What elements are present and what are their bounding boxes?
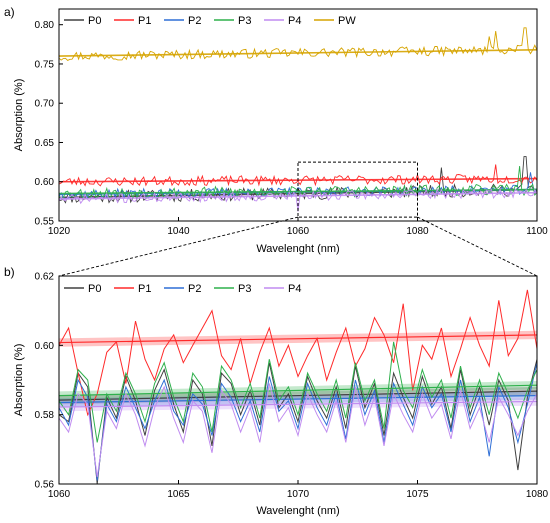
panel-b-trend-p4 <box>59 400 537 408</box>
panel-a-x-tick-label-1: 1040 <box>167 226 190 237</box>
panel-a-legend: P0 P1 P2 P3 P4 PW <box>64 15 356 27</box>
panel-a-ticks: 1020 1040 1060 1080 1100 0.55 0.60 0.65 0.70 0.75… <box>35 20 549 237</box>
panel-a-y-tick-label-5: 0.80 <box>35 20 55 31</box>
panel-a-legend-label-p1: P1 <box>138 15 151 27</box>
panel-b-y-tick-label-3: 0.62 <box>35 272 55 283</box>
panel-b-x-axis-title: Wavelenght (nm) <box>256 505 339 517</box>
panel-b-x-tick-label-2: 1070 <box>287 489 310 500</box>
panel-b-legend-label-p2: P2 <box>188 283 201 295</box>
panel-a-trend-p3 <box>59 188 537 195</box>
panel-b-y-tick-label-0: 0.56 <box>35 480 55 491</box>
panel-b-series-p3 <box>59 341 537 443</box>
panel-b-x-tick-label-3: 1075 <box>406 489 429 500</box>
panel-a-y-tick-label-3: 0.70 <box>35 99 55 110</box>
panel-b-trend-p1 <box>59 334 537 344</box>
panel-a-legend-label-p4: P4 <box>288 15 301 27</box>
panel-b-ticks: 1060 1065 1070 1075 1080 0.56 0.58 0.60 0.62 <box>35 272 549 501</box>
panel-b-series-layer <box>59 289 537 484</box>
panel-a-series-p1 <box>59 164 537 187</box>
panel-a-legend-label-p0: P0 <box>88 15 101 27</box>
panel-b-legend-label-p3: P3 <box>238 283 251 295</box>
panel-b-x-tick-label-1: 1065 <box>167 489 190 500</box>
panel-b-label: b) <box>4 265 15 279</box>
panel-b-y-tick-label-1: 0.58 <box>35 410 55 421</box>
panel-a-x-axis-title: Wavelenght (nm) <box>256 243 339 255</box>
panel-a-x-tick-label-0: 1020 <box>48 226 71 237</box>
panel-a-x-tick-label-4: 1100 <box>526 226 548 237</box>
zoom-connector-right <box>417 216 538 277</box>
panel-a-x-tick-label-2: 1060 <box>287 226 310 237</box>
panel-a-legend-label-pw: PW <box>338 15 356 27</box>
panel-b-trend-p0 <box>59 390 537 401</box>
panel-a-y-tick-label-0: 0.55 <box>35 217 55 228</box>
panel-a-x-tick-label-3: 1080 <box>406 226 429 237</box>
panel-b-y-axis-title: Absorption (%) <box>13 344 25 417</box>
zoom-connector-left <box>58 216 299 277</box>
panel-a-y-tick-label-2: 0.65 <box>35 138 55 149</box>
panel-a-trend-pw <box>59 49 537 57</box>
panel-b-y-tick-label-2: 0.60 <box>35 341 55 352</box>
panel-a-label: a) <box>4 5 15 19</box>
panel-a-y-tick-label-1: 0.60 <box>35 177 55 188</box>
panel-a-series-layer <box>59 27 537 212</box>
panel-b-x-tick-label-4: 1080 <box>526 489 549 500</box>
panel-b-legend-label-p4: P4 <box>288 283 301 295</box>
panel-b-series-p4 <box>59 383 537 478</box>
panel-b-legend-label-p0: P0 <box>88 283 101 295</box>
panel-b-series-p0 <box>59 359 537 484</box>
panel-a-legend-label-p3: P3 <box>238 15 251 27</box>
panel-a-zoom-box <box>58 161 538 277</box>
panel-b-axes-frame <box>58 275 538 485</box>
panel-b-trend-p2 <box>59 395 537 404</box>
panel-b-legend: P0 P1 P2 P3 P4 <box>64 283 301 295</box>
panel-b-trend-p3 <box>59 384 537 397</box>
panel-a-y-tick-label-4: 0.75 <box>35 59 55 70</box>
panel-b-legend-label-p1: P1 <box>138 283 151 295</box>
panel-a-legend-label-p2: P2 <box>188 15 201 27</box>
panel-b-series-p1 <box>59 289 537 417</box>
panel-b-x-tick-label-0: 1060 <box>48 489 71 500</box>
zoom-region-rect <box>297 161 418 218</box>
panel-a-y-axis-title: Absorption (%) <box>13 79 25 152</box>
